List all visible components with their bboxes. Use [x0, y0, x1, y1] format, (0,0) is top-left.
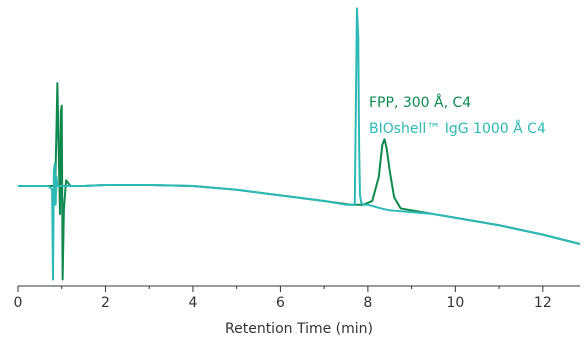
x-axis-ticks: 0 2 4 6 8 10 12 — [14, 286, 552, 311]
x-tick-label: 10 — [446, 295, 464, 311]
series-line-0 — [18, 82, 581, 281]
plot-lines — [18, 7, 581, 281]
legend: FPP, 300 Å, C4 BIOshell™ IgG 1000 Å C4 — [369, 94, 546, 137]
x-tick-label: 6 — [276, 295, 285, 311]
series-line-1 — [18, 7, 581, 281]
x-tick-label: 0 — [14, 295, 23, 311]
x-tick-label: 4 — [188, 295, 197, 311]
x-axis-title: Retention Time (min) — [225, 321, 373, 337]
legend-entry-bioshell: BIOshell™ IgG 1000 Å C4 — [369, 120, 546, 137]
x-tick-label: 2 — [101, 295, 110, 311]
x-tick-label: 12 — [534, 295, 552, 311]
x-tick-label: 8 — [363, 295, 372, 311]
legend-entry-fpp: FPP, 300 Å, C4 — [369, 94, 471, 111]
